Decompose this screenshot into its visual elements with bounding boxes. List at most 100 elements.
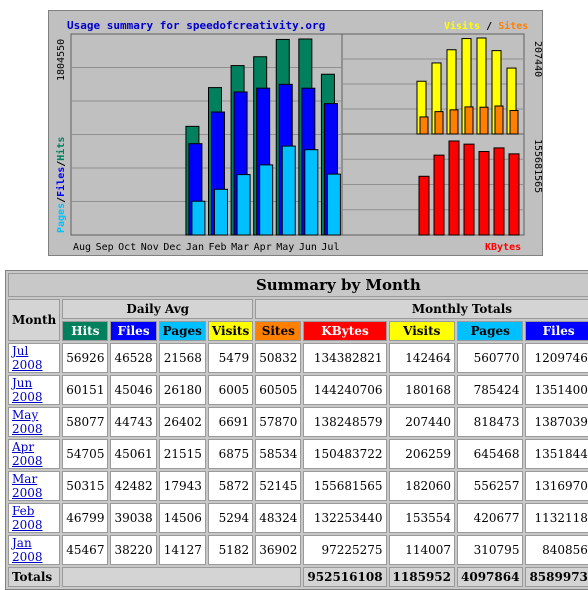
daily-visits-cell: 5294 xyxy=(207,503,254,533)
legend-files: Files xyxy=(55,167,67,197)
bar-sites xyxy=(479,106,489,135)
month-link[interactable]: Jun 2008 xyxy=(12,376,43,404)
monthly-sites-cell: 57870 xyxy=(255,407,302,437)
bar-kbytes xyxy=(478,151,490,236)
month-link[interactable]: Jan 2008 xyxy=(12,536,43,564)
daily-files-cell: 39038 xyxy=(110,503,157,533)
month-link[interactable]: Feb 2008 xyxy=(12,504,43,532)
daily-visits-cell: 5872 xyxy=(207,471,254,501)
daily-visits-cell: 5182 xyxy=(207,535,254,565)
daily-hits-cell: 45467 xyxy=(62,535,109,565)
total-kbytes: 952516108 xyxy=(303,567,387,587)
daily-pages-cell: 26402 xyxy=(158,407,206,437)
monthly-visits-cell: 142464 xyxy=(388,343,455,373)
kbytes-bars xyxy=(418,140,520,236)
bar-pages xyxy=(281,145,296,236)
monthly-pages-cell: 560770 xyxy=(457,343,524,373)
legend-hits: Hits xyxy=(55,137,67,161)
daily-pages-cell: 21568 xyxy=(158,343,206,373)
daily-hits-cell: 58077 xyxy=(62,407,109,437)
monthly-col-visits: Visits xyxy=(388,321,455,341)
bar-sites xyxy=(464,106,474,135)
monthly-sites-cell: 36902 xyxy=(255,535,302,565)
monthly-kbytes-cell: 155681565 xyxy=(303,471,387,501)
month-cell: Jun 2008 xyxy=(8,375,61,405)
monthly-files-cell: 840856 xyxy=(525,535,588,565)
monthly-sites-cell: 58534 xyxy=(255,439,302,469)
monthly-sites-cell: 50832 xyxy=(255,343,302,373)
visits-bars xyxy=(416,37,519,135)
x-tick-label: May xyxy=(276,242,294,253)
monthly-pages-cell: 645468 xyxy=(457,439,524,469)
daily-avg-header: Daily Avg xyxy=(62,299,254,319)
month-link[interactable]: Jul 2008 xyxy=(12,344,43,372)
monthly-pages-cell: 785424 xyxy=(457,375,524,405)
legend-pages: Pages xyxy=(56,203,67,233)
visits-sites-legend: Visits / Sites xyxy=(444,20,528,32)
month-header: Month xyxy=(8,299,61,341)
x-tick-label: Dec xyxy=(163,242,181,253)
daily-hits-cell: 60151 xyxy=(62,375,109,405)
monthly-kbytes-cell: 150483722 xyxy=(303,439,387,469)
monthly-col-kbytes: KBytes xyxy=(303,321,387,341)
bar-pages xyxy=(236,174,251,236)
month-cell: Jan 2008 xyxy=(8,535,61,565)
legend-sites: Sites xyxy=(498,20,528,32)
bar-kbytes xyxy=(433,154,445,236)
daily-hits-cell: 56926 xyxy=(62,343,109,373)
daily-hits-cell: 50315 xyxy=(62,471,109,501)
legend-visits: Visits xyxy=(444,20,480,32)
daily-col-pages: Pages xyxy=(158,321,206,341)
usage-chart: Usage summary for speedofcreativity.org … xyxy=(55,19,542,253)
daily-pages-cell: 21515 xyxy=(158,439,206,469)
main-gridlines xyxy=(71,67,342,202)
month-link[interactable]: May 2008 xyxy=(12,408,43,436)
table-row: May 2008 58077 44743 26402 6691 57870 13824857… xyxy=(8,407,588,437)
daily-hits-cell: 54705 xyxy=(62,439,109,469)
x-tick-label: Jan xyxy=(186,242,204,253)
monthly-visits-cell: 114007 xyxy=(388,535,455,565)
bar-pages xyxy=(304,149,319,236)
daily-visits-cell: 6005 xyxy=(207,375,254,405)
monthly-files-cell: 1132118 xyxy=(525,503,588,533)
daily-files-cell: 38220 xyxy=(110,535,157,565)
bar-kbytes xyxy=(493,147,505,236)
bar-kbytes xyxy=(508,153,520,236)
kbytes-ymax-label: 155681565 xyxy=(532,139,542,193)
monthly-visits-cell: 206259 xyxy=(388,439,455,469)
month-cell: Feb 2008 xyxy=(8,503,61,533)
daily-files-cell: 46528 xyxy=(110,343,157,373)
x-tick-label: Feb xyxy=(209,242,227,253)
summary-rows: Jul 2008 56926 46528 21568 5479 50832 13438282… xyxy=(8,343,588,565)
bar-sites xyxy=(419,116,429,135)
bar-kbytes xyxy=(418,175,430,236)
x-tick-label: Mar xyxy=(231,242,249,253)
summary-table: Summary by Month Month Daily Avg Monthly… xyxy=(5,270,588,590)
daily-visits-cell: 5479 xyxy=(207,343,254,373)
x-tick-label: Jul xyxy=(321,242,339,253)
monthly-visits-cell: 207440 xyxy=(388,407,455,437)
monthly-kbytes-cell: 144240706 xyxy=(303,375,387,405)
month-link[interactable]: Mar 2008 xyxy=(12,472,43,500)
monthly-kbytes-cell: 134382821 xyxy=(303,343,387,373)
monthly-totals-header: Monthly Totals xyxy=(255,299,588,319)
monthly-pages-cell: 420677 xyxy=(457,503,524,533)
month-link[interactable]: Apr 2008 xyxy=(12,440,43,468)
daily-visits-cell: 6875 xyxy=(207,439,254,469)
legend-kbytes: KBytes xyxy=(485,242,521,253)
x-tick-label: Jun xyxy=(299,242,317,253)
daily-pages-cell: 17943 xyxy=(158,471,206,501)
column-header-row: Hits Files Pages Visits Sites KBytes Visits Pag… xyxy=(8,321,588,341)
daily-visits-cell: 6691 xyxy=(207,407,254,437)
bar-pages xyxy=(214,188,228,236)
daily-col-files: Files xyxy=(110,321,157,341)
main-bars xyxy=(185,38,341,236)
x-tick-label: Oct xyxy=(118,242,136,253)
monthly-sites-cell: 48324 xyxy=(255,503,302,533)
monthly-col-pages: Pages xyxy=(457,321,524,341)
monthly-visits-cell: 182060 xyxy=(388,471,455,501)
totals-spacer xyxy=(62,567,302,587)
daily-pages-cell: 14506 xyxy=(158,503,206,533)
total-pages: 4097864 xyxy=(457,567,524,587)
bar-pages xyxy=(191,200,206,236)
